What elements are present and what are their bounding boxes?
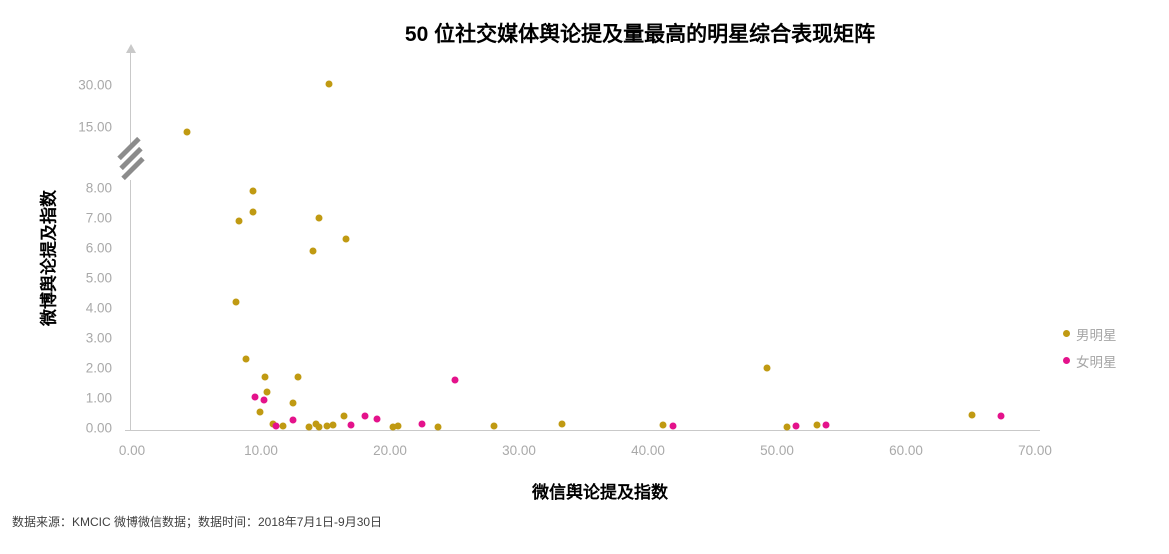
data-point: [783, 423, 791, 430]
data-point: [361, 412, 369, 420]
data-point: [242, 355, 250, 363]
data-point: [418, 420, 426, 427]
legend: 男明星 女明星: [1063, 320, 1117, 374]
data-point: [558, 420, 566, 428]
data-point: [289, 416, 297, 424]
x-axis-line: [125, 430, 1040, 431]
x-tick-label: 0.00: [118, 443, 146, 458]
x-tick-label: 40.00: [631, 443, 665, 458]
data-point: [251, 393, 259, 400]
data-point: [294, 373, 302, 381]
data-point: [490, 422, 498, 430]
y-tick-label: 6.00: [85, 240, 112, 256]
legend-item-female: 女明星: [1063, 347, 1117, 374]
y-tick-label: 3.00: [85, 330, 112, 346]
legend-label-female: 女明星: [1076, 354, 1117, 370]
y-tick-label: 4.00: [85, 300, 112, 316]
data-point: [249, 187, 257, 195]
female-series-dot-icon: [1063, 357, 1070, 364]
data-point: [389, 423, 397, 430]
y-axis-arrow-icon: [126, 44, 136, 53]
y-axis-line-lower: [130, 180, 131, 430]
data-point: [394, 422, 402, 430]
data-point: [659, 421, 667, 429]
data-point: [968, 411, 976, 418]
y-tick-label: 30.00: [78, 77, 112, 93]
x-tick-label: 60.00: [889, 443, 923, 458]
data-point: [249, 208, 257, 216]
data-point: [232, 298, 240, 306]
y-tick-label: 15.00: [78, 119, 112, 135]
data-point: [792, 422, 800, 430]
x-tick-label: 50.00: [760, 443, 794, 458]
data-source-note: 数据来源：KMCIC 微博微信数据；数据时间：2018年7月1日-9月30日: [12, 515, 383, 529]
data-point: [340, 412, 348, 420]
x-tick-label: 20.00: [373, 443, 407, 458]
male-series-dot-icon: [1063, 330, 1070, 337]
data-point: [305, 423, 313, 430]
data-point: [272, 422, 280, 430]
data-point: [261, 373, 269, 381]
data-point: [260, 396, 268, 403]
y-tick-label: 7.00: [85, 210, 112, 226]
data-point: [279, 422, 287, 430]
data-point: [347, 421, 355, 429]
data-point: [813, 421, 821, 429]
data-point: [434, 423, 442, 431]
data-point: [269, 420, 277, 427]
data-point: [451, 376, 458, 384]
data-point: [822, 421, 830, 429]
data-point: [669, 422, 676, 430]
legend-label-male: 男明星: [1076, 327, 1117, 343]
data-point: [183, 128, 191, 136]
x-tick-label: 70.00: [1018, 443, 1052, 458]
x-tick-label: 30.00: [502, 443, 536, 458]
y-tick-label: 8.00: [85, 180, 112, 196]
x-tick-label: 10.00: [244, 443, 278, 458]
data-point: [309, 247, 317, 255]
data-point: [373, 415, 381, 423]
data-point: [763, 364, 771, 372]
data-point: [997, 412, 1005, 420]
data-point: [263, 388, 271, 396]
y-axis-line-upper: [130, 52, 131, 144]
data-point: [323, 422, 331, 430]
data-point: [315, 423, 323, 431]
data-point: [329, 421, 337, 429]
data-point: [256, 408, 264, 415]
y-tick-label: 2.00: [85, 360, 112, 376]
x-axis-title: 微信舆论提及指数: [532, 483, 668, 502]
y-tick-label: 5.00: [85, 270, 112, 286]
y-tick-label: 0.00: [85, 420, 112, 436]
y-axis-title: 微博舆论提及指数: [39, 190, 59, 326]
chart-title: 50 位社交媒体舆论提及量最高的明星综合表现矩阵: [404, 23, 876, 46]
data-point: [315, 214, 323, 222]
legend-item-male: 男明星: [1063, 320, 1117, 347]
data-point: [342, 235, 350, 243]
data-point: [325, 80, 333, 88]
data-point: [289, 399, 297, 406]
y-tick-label: 1.00: [85, 390, 112, 406]
data-point: [235, 217, 243, 225]
